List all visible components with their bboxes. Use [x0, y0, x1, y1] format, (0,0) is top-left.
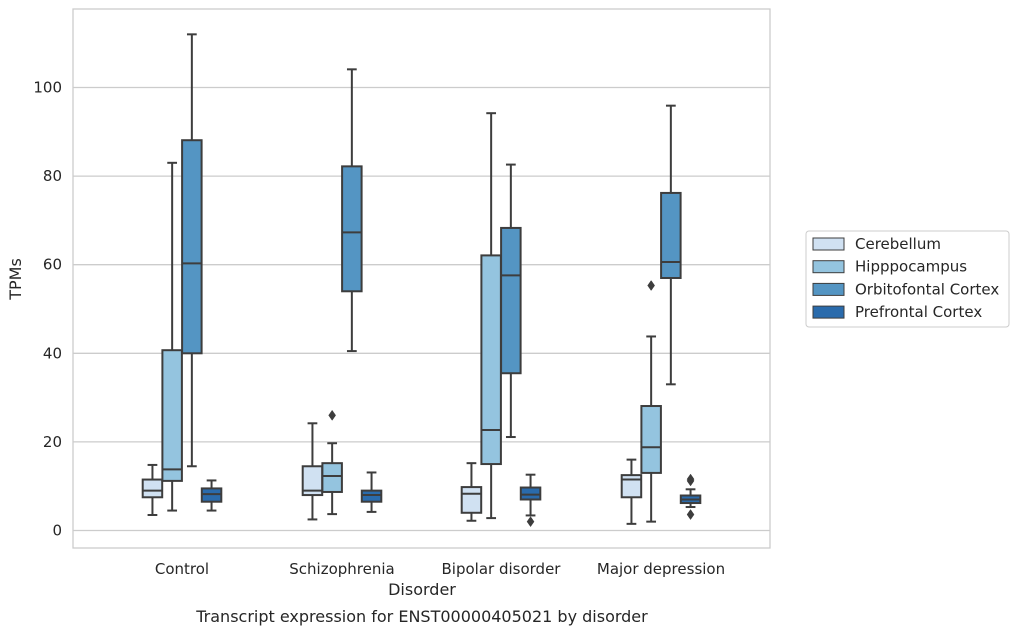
box-iqr — [141, 478, 164, 499]
box-iqr — [480, 254, 502, 466]
legend-swatch — [812, 282, 845, 296]
legend-label: Hipppocampus — [855, 258, 967, 276]
box-iqr — [181, 139, 203, 355]
plot-frame — [72, 8, 771, 549]
legend: Cerebellum Hipppocampus Orbitofontal Corte… — [805, 230, 1010, 328]
box-orbitofontal-cortex — [341, 68, 363, 353]
outlier-point — [647, 280, 655, 291]
legend-swatch — [812, 260, 845, 274]
box-cerebellum — [301, 422, 324, 521]
legend-label: Cerebellum — [855, 235, 941, 253]
box-hipppocampus — [480, 112, 502, 520]
box-orbitofontal-cortex — [500, 163, 522, 439]
outlier-point — [686, 473, 695, 485]
chart-caption: Transcript expression for ENST0000040502… — [195, 607, 648, 626]
box-hipppocampus — [640, 280, 662, 523]
box-cerebellum — [460, 462, 483, 522]
box-iqr — [341, 165, 363, 293]
legend-frame — [805, 230, 1010, 328]
box-orbitofontal-cortex — [660, 104, 682, 386]
box-iqr — [460, 486, 483, 514]
x-axis-label: Disorder — [388, 580, 456, 599]
y-tick-label: 80 — [43, 167, 62, 185]
x-tick-label: Control — [155, 560, 209, 578]
y-tick-label: 40 — [43, 344, 62, 362]
legend-swatch — [812, 237, 845, 251]
box-iqr — [660, 191, 682, 279]
box-prefrontal-cortex — [360, 471, 383, 513]
box-iqr — [500, 226, 522, 375]
legend-label: Orbitofontal Cortex — [855, 280, 999, 298]
box-hipppocampus — [321, 409, 343, 516]
box-series — [141, 33, 702, 528]
outlier-point — [686, 509, 695, 520]
y-tick-labels: 0 20 40 60 80 100 — [33, 79, 62, 540]
box-orbitofontal-cortex — [181, 33, 203, 468]
legend-swatch — [812, 305, 845, 319]
y-tick-label: 100 — [33, 79, 62, 97]
outlier-point — [328, 409, 336, 421]
legend-label: Prefrontal Cortex — [855, 303, 982, 321]
box-iqr — [161, 349, 183, 482]
box-hipppocampus — [161, 161, 183, 512]
box-cerebellum — [620, 458, 643, 525]
y-axis-label: TPMs — [6, 258, 25, 301]
box-iqr — [519, 486, 542, 501]
outlier-point — [526, 516, 535, 528]
x-tick-labels: Control Schizophrenia Bipolar disorder Majo… — [155, 560, 725, 578]
box-prefrontal-cortex — [679, 473, 702, 520]
box-cerebellum — [141, 463, 164, 516]
x-tick-label: Schizophrenia — [289, 560, 394, 578]
box-iqr — [360, 489, 383, 503]
box-iqr — [321, 462, 343, 493]
y-tick-label: 0 — [52, 522, 62, 540]
y-tick-label: 20 — [43, 433, 62, 451]
box-iqr — [620, 474, 643, 499]
y-tick-label: 60 — [43, 256, 62, 274]
box-prefrontal-cortex — [200, 479, 223, 512]
box-prefrontal-cortex — [519, 473, 542, 528]
box-iqr — [640, 405, 662, 474]
x-tick-label: Bipolar disorder — [442, 560, 562, 578]
x-tick-label: Major depression — [597, 560, 725, 578]
